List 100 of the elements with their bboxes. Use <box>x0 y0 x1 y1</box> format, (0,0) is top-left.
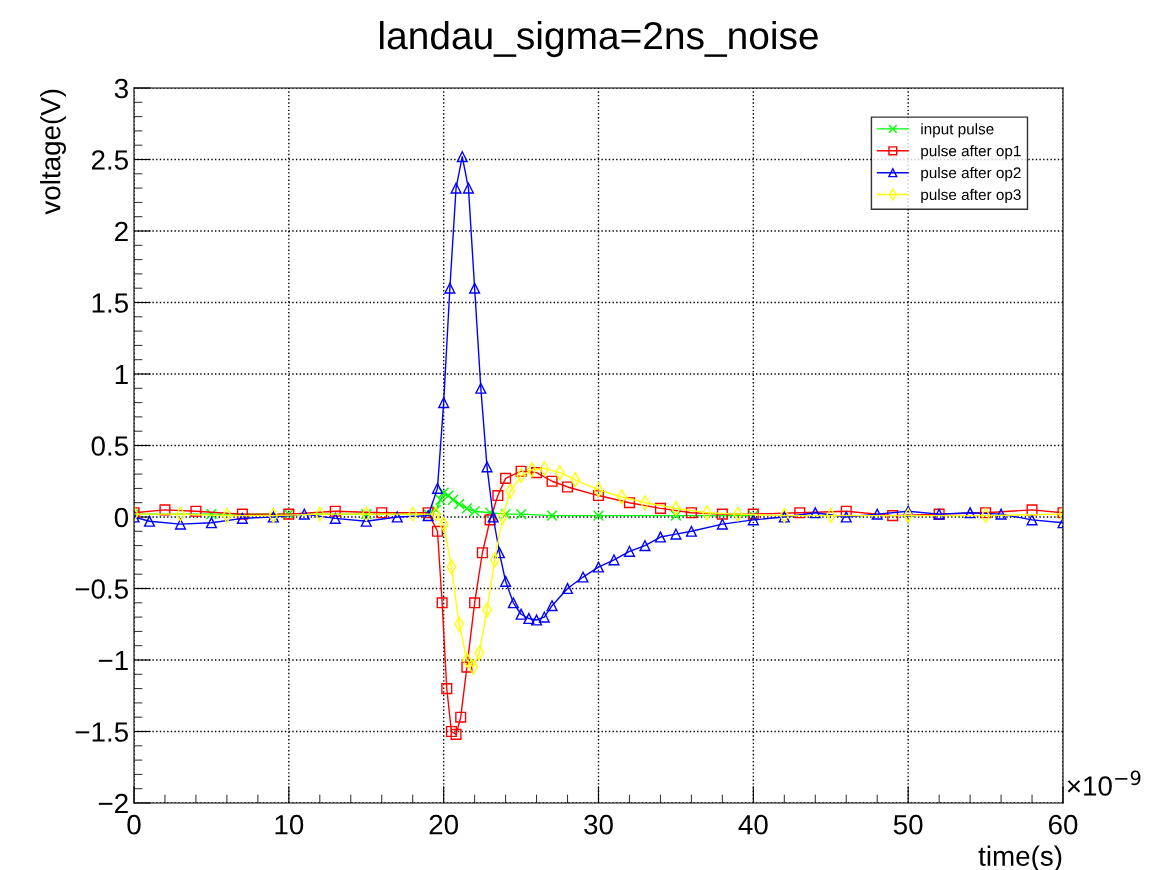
point <box>964 507 976 519</box>
point <box>469 505 481 517</box>
text: ×10$^{−9}$ <box>1067 770 1141 796</box>
point <box>654 502 666 514</box>
point <box>654 531 666 543</box>
point <box>442 489 454 502</box>
point <box>639 540 651 552</box>
point <box>444 282 456 294</box>
y-tick-label: −2 <box>98 793 128 814</box>
point <box>716 518 728 530</box>
point <box>360 515 372 527</box>
point <box>577 571 589 583</box>
y-tick-label: 2 <box>115 221 128 242</box>
point <box>438 397 450 409</box>
point <box>515 608 527 620</box>
point <box>430 504 442 516</box>
point <box>441 683 453 695</box>
y-tick-label: 0.5 <box>91 436 128 456</box>
point <box>685 507 697 519</box>
point <box>484 507 496 519</box>
point <box>431 482 444 494</box>
point <box>561 481 574 493</box>
legend-label: pulse after op3 <box>921 188 1021 204</box>
point <box>840 511 852 523</box>
point <box>887 510 899 522</box>
x-tick-label: 20 <box>429 814 459 835</box>
point <box>623 497 636 509</box>
point <box>438 487 450 499</box>
point <box>592 561 605 573</box>
legend-label: input pulse <box>921 123 994 138</box>
point <box>492 489 504 502</box>
point <box>455 711 467 723</box>
point <box>436 597 448 609</box>
point <box>445 725 457 738</box>
point <box>980 507 992 519</box>
point <box>461 502 473 514</box>
point <box>493 547 505 559</box>
point <box>716 508 728 520</box>
chart-title: landau_sigma=2ns_noise <box>380 20 818 58</box>
y-tick-label: 0 <box>114 507 129 528</box>
point <box>469 282 481 294</box>
point <box>546 475 558 487</box>
point <box>329 505 341 517</box>
point <box>450 728 462 740</box>
point <box>794 507 806 519</box>
y-tick-label: 3 <box>114 78 128 99</box>
point <box>592 510 605 522</box>
point <box>500 472 512 484</box>
point <box>546 510 558 522</box>
point <box>236 512 248 524</box>
x-tick-label: 50 <box>893 814 923 835</box>
point <box>205 517 217 529</box>
point <box>453 498 465 510</box>
point <box>1026 514 1038 526</box>
point <box>902 505 914 517</box>
point <box>608 554 620 566</box>
point <box>476 547 488 559</box>
x-tick-label: 30 <box>584 814 613 835</box>
y-tick-label: −1 <box>98 650 128 671</box>
point <box>298 508 310 520</box>
point <box>267 511 279 523</box>
point <box>391 511 403 523</box>
point <box>190 505 202 517</box>
point <box>469 597 481 609</box>
point <box>685 525 697 537</box>
point <box>461 661 473 673</box>
x-tick-label: 60 <box>1048 814 1078 835</box>
y-tick-label: 1.5 <box>92 293 128 313</box>
legend-label: pulse after op1 <box>921 145 1021 160</box>
y-tick-label: −0.5 <box>75 579 128 599</box>
point <box>778 511 790 523</box>
x-tick-label: 40 <box>738 814 768 835</box>
point <box>475 382 487 394</box>
point <box>143 515 156 527</box>
point <box>523 612 535 625</box>
point <box>531 467 543 479</box>
point <box>500 575 512 587</box>
point <box>456 151 468 163</box>
point <box>538 611 550 623</box>
point <box>592 489 605 502</box>
point <box>515 465 527 477</box>
point <box>747 514 759 526</box>
point <box>329 512 341 524</box>
point <box>670 528 682 540</box>
point <box>507 597 519 609</box>
point <box>531 614 543 626</box>
point <box>515 508 527 520</box>
x-tick-label: 10 <box>275 814 304 835</box>
legend-label: pulse after op2 <box>921 166 1021 182</box>
point <box>431 525 444 537</box>
point <box>462 182 474 194</box>
point <box>871 508 883 520</box>
point <box>205 508 217 520</box>
point <box>995 508 1007 520</box>
y-tick-label: −1.5 <box>75 722 128 742</box>
point <box>670 510 682 522</box>
y-axis-title: voltage(V) <box>40 89 66 215</box>
point <box>623 545 636 557</box>
point <box>236 508 248 520</box>
point <box>376 507 388 519</box>
